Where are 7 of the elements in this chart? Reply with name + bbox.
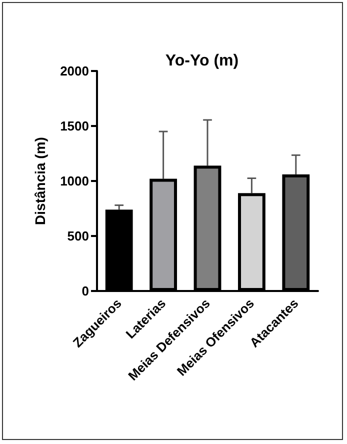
y-tick-label: 500 [67,228,89,244]
y-tick-label: 2000 [60,64,89,78]
y-tick-label: 1000 [60,174,89,188]
chart-title: Yo-Yo (m) [165,52,239,70]
y-tick-label: 0 [82,284,89,298]
y-axis-title: Distância (m) [32,137,48,225]
y-tick-label: 1500 [60,118,89,134]
